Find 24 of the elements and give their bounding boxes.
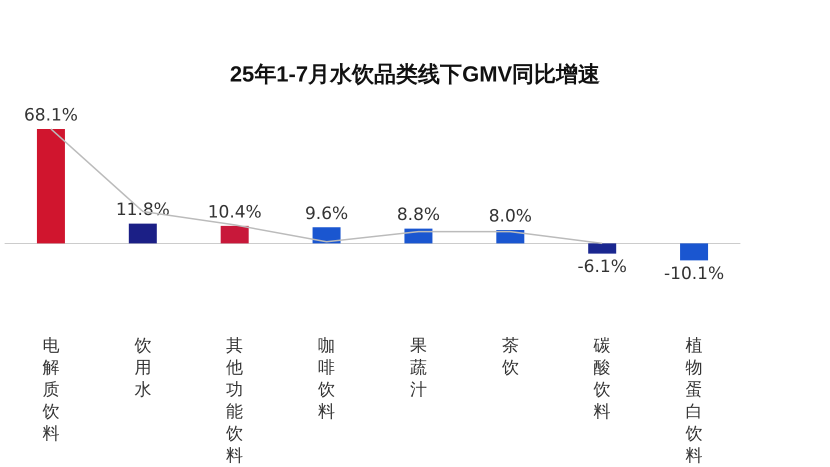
x-tick-label: 其他功能饮料 (225, 336, 244, 466)
bar (312, 227, 341, 244)
data-label: 8.8% (396, 205, 440, 226)
data-label: -6.1% (578, 257, 627, 278)
x-tick-label: 茶饮 (500, 336, 519, 378)
x-tick-label: 植物蛋白饮料 (684, 336, 703, 466)
bar (128, 224, 157, 244)
bar (220, 226, 249, 244)
data-label: -10.1% (664, 264, 724, 284)
bar (680, 243, 708, 260)
data-label: 9.6% (304, 204, 348, 224)
data-label: 8.0% (488, 206, 532, 226)
bar (588, 243, 616, 254)
data-label: 10.4% (208, 202, 262, 222)
bar (36, 128, 65, 244)
data-label: 68.1% (24, 105, 78, 126)
x-tick-label: 电解质饮料 (41, 336, 60, 444)
chart-title: 25年1-7月水饮品类线下GMV同比增速 (230, 62, 600, 86)
x-tick-label: 碳酸饮料 (592, 336, 611, 422)
x-tick-label: 饮用水 (133, 336, 152, 400)
x-tick-label: 咖啡饮料 (317, 336, 336, 422)
x-tick-label: 果蔬汁 (410, 336, 427, 400)
data-label: 11.8% (116, 200, 170, 220)
bar (404, 228, 432, 244)
